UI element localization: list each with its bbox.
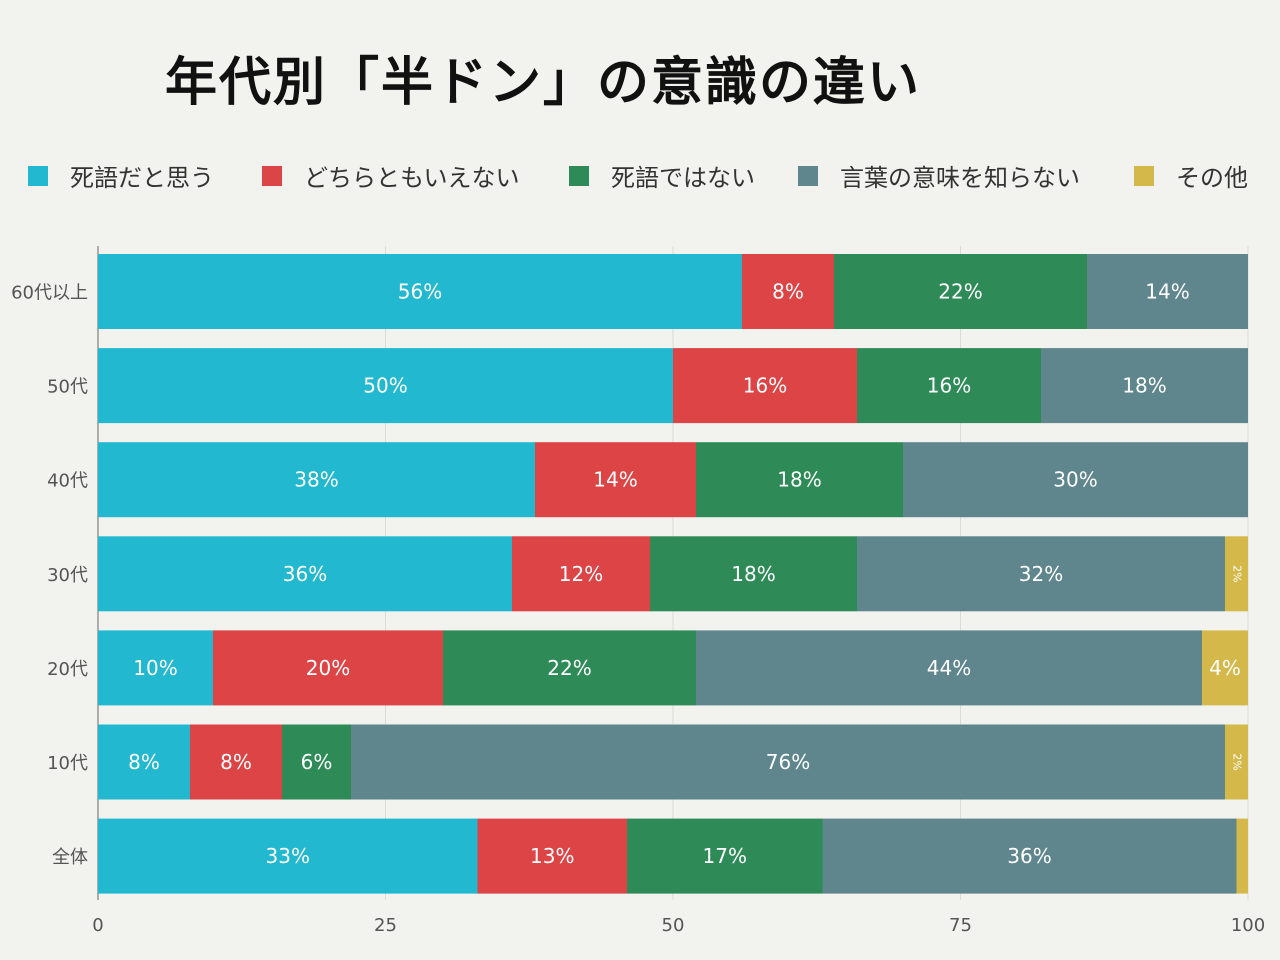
data-label-4-3: 44% bbox=[927, 656, 971, 680]
legend-item-1: 死語だと思う bbox=[28, 158, 214, 193]
bar-segment-0-1 bbox=[742, 254, 834, 329]
legend-swatch-3 bbox=[569, 165, 589, 186]
bar-segment-5-3 bbox=[351, 724, 1225, 800]
legend-label-4: 言葉の意味を知らない bbox=[840, 164, 1080, 192]
bar-segment-3-0 bbox=[98, 536, 512, 612]
bar-segment-2-0 bbox=[98, 442, 535, 518]
bar-segment-5-1 bbox=[190, 724, 282, 800]
data-label-1-2: 16% bbox=[927, 374, 971, 398]
bar-segment-3-4 bbox=[1225, 536, 1248, 612]
data-label-6-0: 33% bbox=[266, 844, 310, 868]
bar-segment-1-0 bbox=[98, 348, 673, 424]
data-label-2-0: 38% bbox=[294, 468, 338, 492]
data-label-0-1: 8% bbox=[772, 280, 804, 304]
x-tick-label-100: 100 bbox=[1231, 915, 1265, 936]
bar-segment-0-2 bbox=[834, 254, 1087, 329]
bar-segment-2-1 bbox=[535, 442, 696, 518]
legend-swatch-1 bbox=[28, 165, 48, 186]
data-label-4-2: 22% bbox=[547, 656, 591, 680]
data-label-6-1: 13% bbox=[530, 844, 574, 868]
y-tick-label-3: 30代 bbox=[47, 565, 88, 586]
y-tick-label-2: 40代 bbox=[47, 471, 88, 492]
bar-segment-6-2 bbox=[627, 818, 823, 894]
y-tick-label-5: 10代 bbox=[47, 753, 88, 774]
data-label-3-2: 18% bbox=[731, 562, 775, 586]
data-label-3-3: 32% bbox=[1019, 562, 1063, 586]
legend-swatch-5 bbox=[1134, 165, 1154, 186]
chart-title: 年代別「半ドン」の意識の違い bbox=[165, 53, 922, 113]
data-label-3-4: 2% bbox=[1231, 565, 1244, 582]
data-label-2-1: 14% bbox=[593, 468, 637, 492]
bar-segment-4-0 bbox=[98, 630, 213, 706]
legend-label-2: どちらともいえない bbox=[304, 164, 520, 192]
y-tick-label-4: 20代 bbox=[47, 659, 88, 680]
bar-segment-1-2 bbox=[857, 348, 1041, 424]
legend-label-5: その他 bbox=[1176, 164, 1248, 192]
data-label-0-0: 56% bbox=[398, 280, 442, 304]
data-label-6-2: 17% bbox=[703, 844, 747, 868]
bar-segment-1-3 bbox=[1041, 348, 1248, 424]
legend-label-3: 死語ではない bbox=[611, 164, 755, 192]
bar-segment-4-4 bbox=[1202, 630, 1248, 706]
legend-swatch-4 bbox=[798, 165, 818, 186]
legend: 死語だと思う どちらともいえない 死語ではない 言葉の意味を知らない その他 bbox=[28, 158, 1268, 194]
x-tick-label-0: 0 bbox=[92, 915, 103, 936]
data-label-4-4: 4% bbox=[1209, 656, 1241, 680]
bar-segment-0-3 bbox=[1087, 254, 1248, 329]
bar-segment-4-3 bbox=[696, 630, 1202, 706]
data-label-5-4: 2% bbox=[1231, 753, 1244, 770]
y-tick-label-6: 全体 bbox=[52, 847, 88, 868]
legend-item-4: 言葉の意味を知らない bbox=[798, 158, 1080, 193]
y-tick-label-1: 50代 bbox=[47, 377, 88, 398]
bar-segment-4-1 bbox=[213, 630, 443, 706]
legend-swatch-2 bbox=[262, 165, 282, 186]
data-label-5-1: 8% bbox=[220, 750, 252, 774]
bar-segment-2-2 bbox=[696, 442, 903, 518]
data-label-6-3: 36% bbox=[1007, 844, 1051, 868]
data-label-5-2: 6% bbox=[301, 750, 333, 774]
x-tick-label-50: 50 bbox=[662, 915, 685, 936]
data-label-4-0: 10% bbox=[133, 656, 177, 680]
data-label-2-2: 18% bbox=[777, 468, 821, 492]
bar-segment-6-4 bbox=[1236, 818, 1248, 894]
data-label-2-3: 30% bbox=[1053, 468, 1097, 492]
data-label-1-0: 50% bbox=[363, 374, 407, 398]
y-tick-label-0: 60代以上 bbox=[11, 283, 88, 304]
bar-segment-2-3 bbox=[903, 442, 1248, 518]
bar-segment-3-3 bbox=[857, 536, 1225, 612]
data-label-5-0: 8% bbox=[128, 750, 160, 774]
data-label-0-3: 14% bbox=[1145, 280, 1189, 304]
bar-segment-1-1 bbox=[673, 348, 857, 424]
bar-segment-3-1 bbox=[512, 536, 650, 612]
bar-segment-5-4 bbox=[1225, 724, 1248, 800]
data-label-5-3: 76% bbox=[766, 750, 810, 774]
bar-segment-6-3 bbox=[822, 818, 1237, 894]
bar-segment-3-2 bbox=[650, 536, 857, 612]
legend-item-5: その他 bbox=[1134, 158, 1248, 193]
x-tick-label-75: 75 bbox=[949, 915, 972, 936]
data-label-4-1: 20% bbox=[306, 656, 350, 680]
bar-segment-5-0 bbox=[98, 724, 190, 800]
data-label-1-3: 18% bbox=[1122, 374, 1166, 398]
bar-segment-4-2 bbox=[443, 630, 696, 706]
data-label-0-2: 22% bbox=[938, 280, 982, 304]
x-tick-label-25: 25 bbox=[374, 915, 397, 936]
legend-label-1: 死語だと思う bbox=[70, 164, 214, 192]
data-label-3-0: 36% bbox=[283, 562, 327, 586]
bar-segment-6-0 bbox=[98, 818, 478, 894]
data-label-1-1: 16% bbox=[743, 374, 787, 398]
legend-item-2: どちらともいえない bbox=[262, 158, 520, 193]
legend-item-3: 死語ではない bbox=[569, 158, 755, 193]
bar-segment-6-1 bbox=[477, 818, 627, 894]
bar-segment-5-2 bbox=[282, 724, 351, 800]
bar-segment-0-0 bbox=[98, 254, 742, 329]
data-label-3-1: 12% bbox=[559, 562, 603, 586]
